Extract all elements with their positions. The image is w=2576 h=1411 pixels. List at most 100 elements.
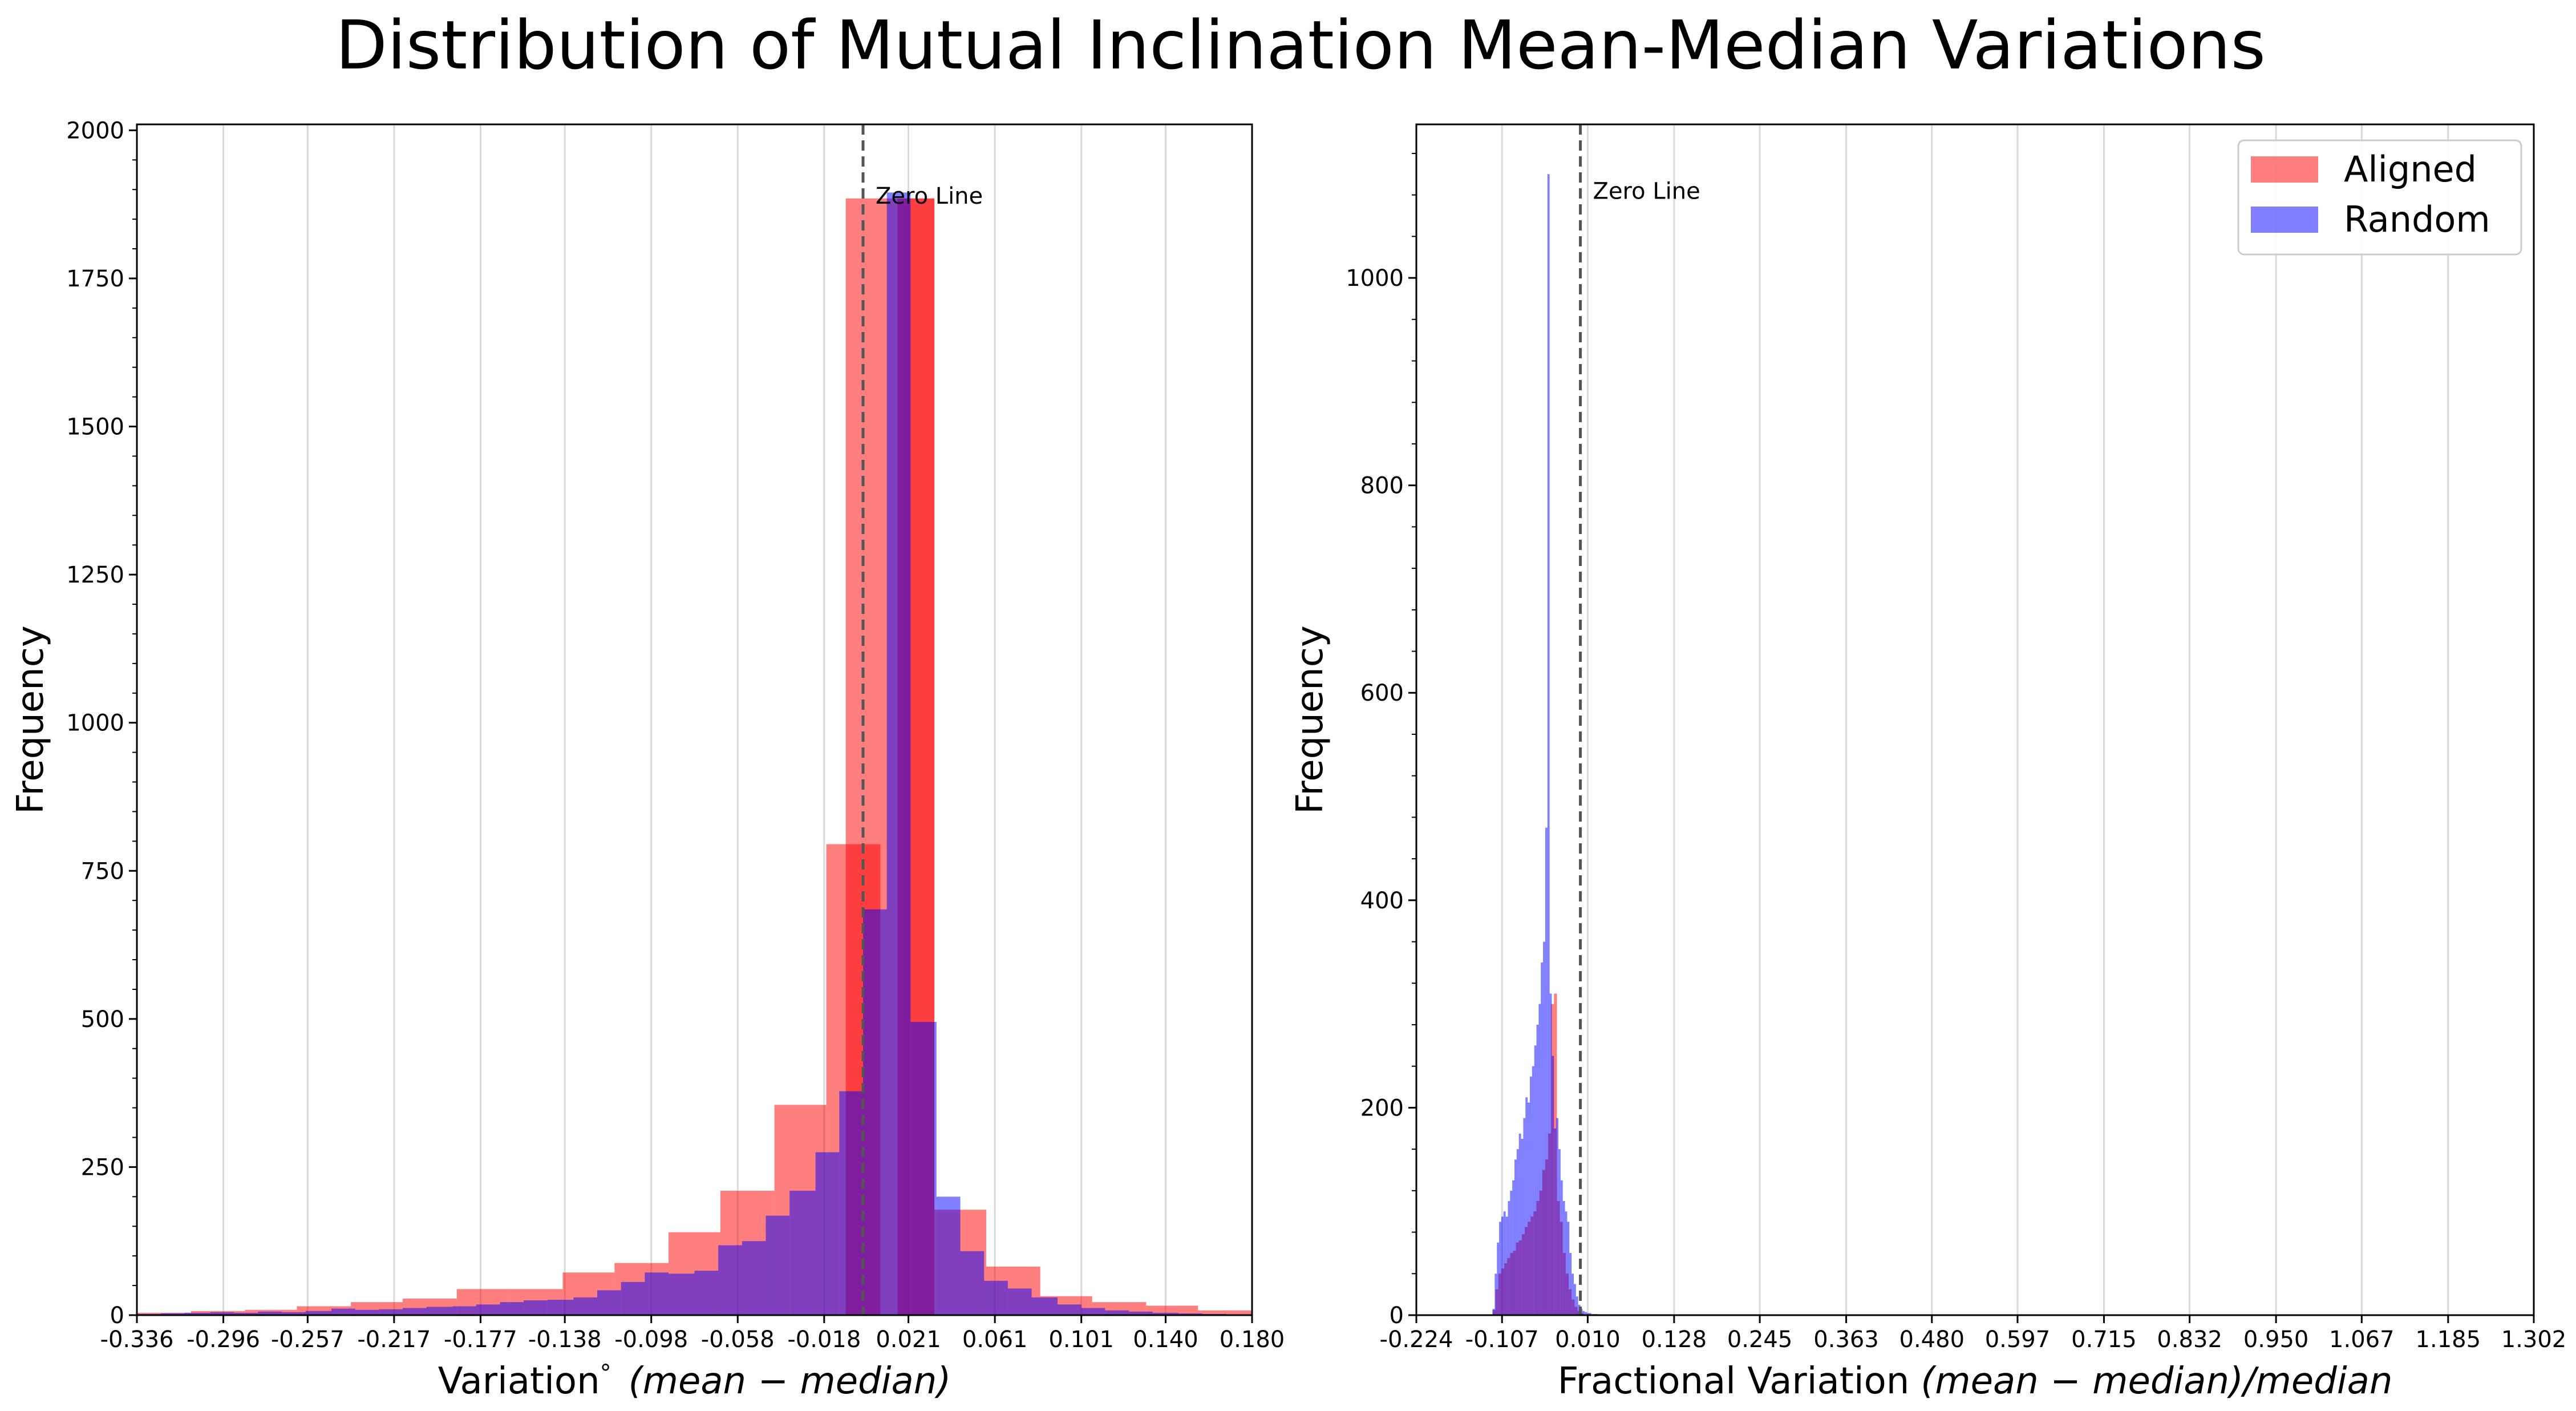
bar-random — [1497, 1242, 1500, 1315]
left-axes-frame — [136, 123, 1253, 1316]
y-tick-label: 0 — [1390, 1303, 1404, 1329]
bar-random — [1518, 1133, 1521, 1315]
x-tick-label: -0.224 — [1380, 1327, 1453, 1353]
bar-random — [863, 909, 887, 1315]
bar-random — [1510, 1190, 1513, 1315]
left-zero-line-label: Zero Line — [876, 183, 983, 209]
y-tick-label: 250 — [81, 1154, 124, 1180]
y-tick-label: 2000 — [66, 118, 124, 144]
bar-random — [476, 1304, 500, 1315]
bar-random — [1560, 1180, 1563, 1315]
bar-random — [694, 1271, 719, 1315]
bar-random — [1031, 1297, 1058, 1315]
x-tick-label: -0.257 — [271, 1327, 345, 1353]
bar-random — [1562, 1201, 1565, 1315]
bar-random — [765, 1215, 790, 1315]
legend-label-aligned: Aligned — [2344, 148, 2477, 190]
bar-random — [500, 1302, 524, 1315]
bar-random — [1556, 1118, 1559, 1315]
x-tick-label: 0.180 — [1220, 1327, 1285, 1353]
bar-random — [1585, 1312, 1587, 1315]
right-y-axis-label: Frequency — [1289, 625, 1331, 814]
bar-random — [1081, 1308, 1105, 1315]
legend-swatch-random — [2251, 207, 2318, 233]
bar-random — [379, 1309, 403, 1315]
bar-random — [669, 1273, 695, 1315]
bar-random — [1523, 1118, 1526, 1315]
bar-random — [1541, 962, 1544, 1315]
bar-random — [1503, 1211, 1506, 1315]
right-grid — [1415, 124, 2535, 1315]
left-y-axis-label: Frequency — [10, 625, 52, 814]
bar-random — [426, 1307, 453, 1315]
right-axes-frame — [1415, 123, 2535, 1316]
bar-random — [331, 1308, 355, 1315]
bar-random — [621, 1281, 645, 1315]
x-tick-label: 0.245 — [1727, 1327, 1793, 1353]
left-x-label-prefix: Variation — [438, 1360, 600, 1402]
x-tick-label: 1.185 — [2416, 1327, 2481, 1353]
y-tick-label: 1250 — [66, 562, 124, 588]
bar-random — [1534, 1045, 1537, 1315]
y-tick-label: 1000 — [66, 710, 124, 737]
bar-random — [1494, 1273, 1497, 1315]
bar-random — [1152, 1312, 1179, 1315]
x-tick-label: -0.296 — [187, 1327, 260, 1353]
bar-random — [1547, 174, 1550, 1315]
bar-random — [573, 1297, 598, 1315]
bar-random — [1575, 1296, 1578, 1315]
right-ticks: -0.224 -0.107 0.010 0.128 0.245 0.363 0.480 0.5… — [1346, 152, 2567, 1353]
bar-random — [1129, 1311, 1153, 1315]
bar-random — [1589, 1313, 1591, 1315]
x-tick-label: -0.018 — [787, 1327, 861, 1353]
x-tick-label: 1.302 — [2501, 1327, 2567, 1353]
x-tick-label: 0.101 — [1048, 1327, 1114, 1353]
bar-random — [160, 1313, 185, 1315]
legend-label-random: Random — [2344, 199, 2490, 240]
y-tick-label: 500 — [81, 1006, 124, 1033]
right-x-label-prefix: Fractional Variation — [1558, 1360, 1910, 1402]
x-tick-label: -0.058 — [701, 1327, 775, 1353]
y-tick-label: 750 — [81, 858, 124, 884]
y-tick-label: 1750 — [66, 266, 124, 292]
bar-random — [645, 1272, 669, 1315]
x-tick-label: 0.480 — [1899, 1327, 1965, 1353]
bar-random — [1105, 1310, 1129, 1315]
bar-random — [1058, 1304, 1082, 1315]
x-tick-label: 1.067 — [2329, 1327, 2395, 1353]
bar-random — [1538, 1004, 1541, 1315]
bar-random — [1543, 941, 1545, 1315]
bar-random — [1554, 1128, 1557, 1315]
bar-random — [1492, 1309, 1495, 1315]
left-grid — [136, 124, 1253, 1315]
bar-random — [281, 1312, 306, 1315]
bar-random — [403, 1308, 427, 1315]
bar-random — [1574, 1284, 1576, 1315]
bar-random — [718, 1245, 742, 1315]
bar-random — [547, 1300, 574, 1315]
y-tick-label: 800 — [1360, 473, 1404, 499]
bar-random — [1549, 993, 1552, 1315]
x-tick-label: -0.217 — [357, 1327, 431, 1353]
bar-random — [1512, 1180, 1515, 1315]
x-tick-label: 0.597 — [1985, 1327, 2051, 1353]
left-ticks: -0.336 -0.296 -0.257 -0.217 -0.177 -0.138 -0.0… — [66, 118, 1285, 1353]
bar-random — [1558, 1149, 1561, 1315]
bar-random — [1505, 1216, 1508, 1315]
bar-random — [524, 1300, 548, 1315]
y-tick-label: 200 — [1360, 1095, 1404, 1121]
bar-random — [184, 1312, 210, 1315]
bar-random — [1516, 1149, 1519, 1315]
right-x-axis-label: Fractional Variation (mean − median)/medi… — [1558, 1360, 2393, 1402]
right-bars — [1492, 174, 1598, 1315]
bar-random — [597, 1290, 621, 1315]
bar-random — [452, 1306, 476, 1315]
left-x-axis-label: Variation° (mean − median) — [438, 1360, 951, 1402]
bar-random — [936, 1196, 961, 1315]
left-x-label-degree: ° — [600, 1360, 611, 1386]
bar-random — [1508, 1201, 1510, 1315]
bar-random — [886, 192, 911, 1315]
legend: Aligned Random — [2237, 139, 2522, 256]
bar-aligned — [1198, 1310, 1252, 1315]
bar-random — [1178, 1313, 1202, 1315]
